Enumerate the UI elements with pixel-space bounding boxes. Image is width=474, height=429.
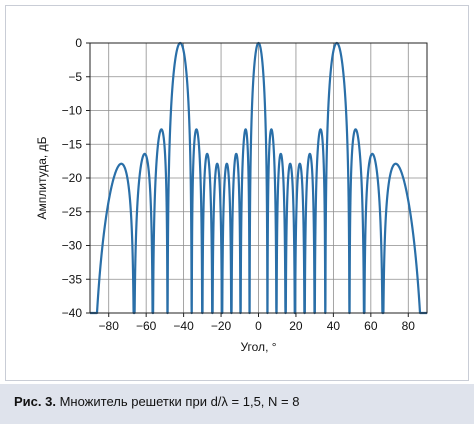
x-tick-label: 60 — [364, 319, 378, 333]
y-tick-label: 0 — [75, 36, 82, 50]
y-axis-title: Амплитуда, дБ — [35, 136, 49, 219]
y-tick-label: −5 — [68, 70, 82, 84]
x-tick-label: 80 — [402, 319, 416, 333]
grid — [90, 42, 427, 314]
x-tick-label: −60 — [136, 319, 157, 333]
x-tick-label: −80 — [99, 319, 120, 333]
y-tick-label: −10 — [62, 104, 83, 118]
figure-caption: Рис. 3. Множитель решетки при d/λ = 1,5,… — [14, 394, 299, 409]
axis-ticks: −80 −60 −40 −20 0 20 40 60 80 0 −5 −10 −15 −20 −25 −30 −… — [62, 36, 416, 333]
x-axis-title: Угол, ° — [240, 340, 276, 354]
x-tick-label: 40 — [327, 319, 341, 333]
x-tick-label: −40 — [173, 319, 194, 333]
figure-frame — [5, 5, 469, 381]
x-tick-label: 20 — [289, 319, 303, 333]
y-tick-label: −30 — [62, 239, 83, 253]
y-tick-label: −35 — [62, 272, 83, 286]
caption-bar: Рис. 3. Множитель решетки при d/λ = 1,5,… — [0, 384, 474, 424]
caption-label: Рис. 3. — [14, 394, 56, 409]
caption-text: Множитель решетки при d/λ = 1,5, N = 8 — [59, 394, 300, 409]
y-tick-label: −25 — [62, 205, 83, 219]
x-tick-label: 0 — [255, 319, 262, 333]
array-factor-chart: −80 −60 −40 −20 0 20 40 60 80 0 −5 −10 −15 −20 −25 −30 −… — [35, 36, 429, 354]
y-tick-label: −15 — [62, 137, 83, 151]
y-tick-label: −20 — [62, 171, 83, 185]
y-tick-label: −40 — [62, 306, 83, 320]
x-tick-label: −20 — [211, 319, 232, 333]
